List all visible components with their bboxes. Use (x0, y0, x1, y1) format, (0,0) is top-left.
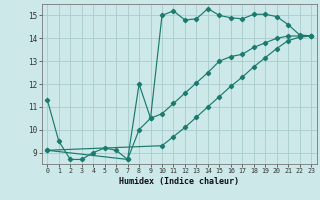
X-axis label: Humidex (Indice chaleur): Humidex (Indice chaleur) (119, 177, 239, 186)
